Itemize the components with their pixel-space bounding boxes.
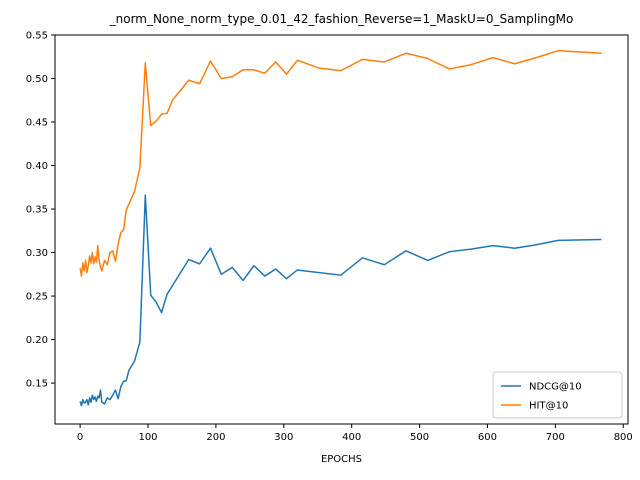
chart-title: _norm_None_norm_type_0.01_42_fashion_Rev… [109, 12, 574, 26]
legend: NDCG@10 HIT@10 [492, 371, 623, 419]
y-axis: 0.15 0.20 0.25 0.30 0.35 0.40 0.45 0.50 0.55 [26, 31, 55, 390]
y-tick-label: 0.15 [26, 379, 48, 390]
x-tick-label: 300 [274, 432, 293, 443]
x-tick-label: 700 [546, 432, 565, 443]
x-tick-label: 200 [206, 432, 225, 443]
x-axis: 0 100 200 300 400 500 600 700 800 [77, 424, 633, 443]
legend-label: NDCG@10 [529, 382, 582, 393]
x-tick-label: 800 [614, 432, 633, 443]
x-tick-label: 400 [342, 432, 361, 443]
y-tick-label: 0.20 [26, 335, 48, 346]
y-tick-label: 0.55 [26, 31, 48, 42]
y-tick-label: 0.40 [26, 161, 48, 172]
y-tick-label: 0.50 [26, 74, 48, 85]
legend-box [492, 371, 623, 419]
x-tick-label: 600 [478, 432, 497, 443]
series-line-ndcg-10 [79, 194, 602, 407]
series-layer [79, 49, 602, 407]
y-tick-label: 0.45 [26, 118, 48, 129]
x-tick-label: 100 [138, 432, 157, 443]
plot-frame [54, 34, 629, 425]
y-tick-label: 0.25 [26, 292, 48, 303]
y-tick-label: 0.35 [26, 205, 48, 216]
series-line-hit-10 [79, 49, 602, 277]
y-tick-label: 0.30 [26, 248, 48, 259]
x-tick-label: 500 [410, 432, 429, 443]
x-axis-title: EPOCHS [321, 454, 362, 465]
x-tick-label: 0 [77, 432, 83, 443]
legend-label: HIT@10 [529, 401, 568, 412]
